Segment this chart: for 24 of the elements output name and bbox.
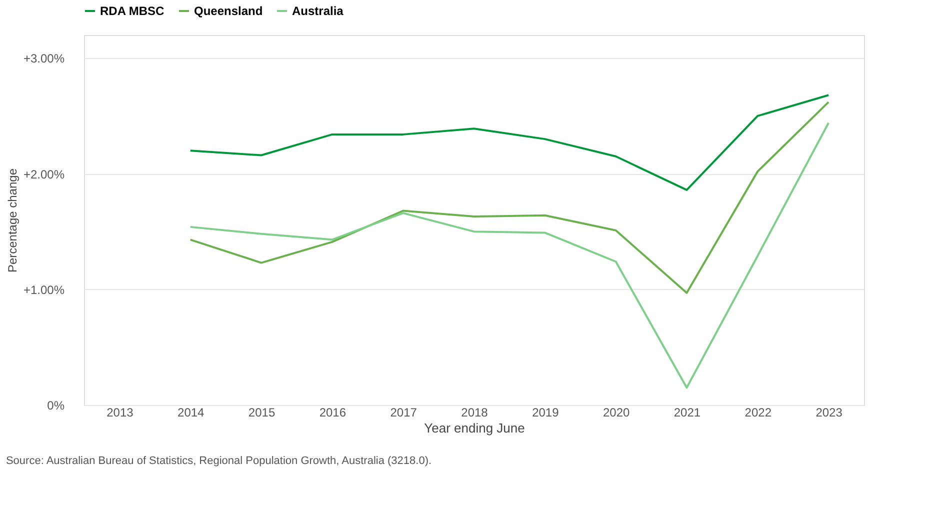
x-tick-label: 2018 xyxy=(461,406,488,420)
x-tick-label: 2014 xyxy=(178,406,205,420)
x-tick-label: 2023 xyxy=(816,406,843,420)
x-tick-label: 2022 xyxy=(744,406,772,420)
legend-label: Australia xyxy=(292,4,344,18)
x-tick-label: 2021 xyxy=(674,406,701,420)
line-series xyxy=(189,122,830,389)
x-tick-label: 2020 xyxy=(602,406,630,420)
x-axis-title: Year ending June xyxy=(424,420,525,436)
legend-label: Queensland xyxy=(194,4,263,18)
y-tick-label: +2.00% xyxy=(23,167,65,182)
y-tick-label: 0% xyxy=(47,398,65,412)
line-series xyxy=(189,94,830,191)
x-tick-label: 2013 xyxy=(106,406,134,420)
x-tick-label: 2017 xyxy=(390,406,418,420)
y-axis-title: Percentage change xyxy=(5,168,20,273)
line-series xyxy=(189,101,830,294)
legend-label: RDA MBSC xyxy=(100,4,165,18)
x-tick-label: 2016 xyxy=(319,406,346,420)
y-tick-label: +1.00% xyxy=(23,282,65,297)
source-note: Source: Australian Bureau of Statistics, Regional Population Growth, Australia (3218.0). xyxy=(6,455,432,467)
x-tick-label: 2015 xyxy=(248,406,276,420)
x-tick-label: 2019 xyxy=(532,406,560,420)
y-tick-label: +3.00% xyxy=(23,52,65,66)
